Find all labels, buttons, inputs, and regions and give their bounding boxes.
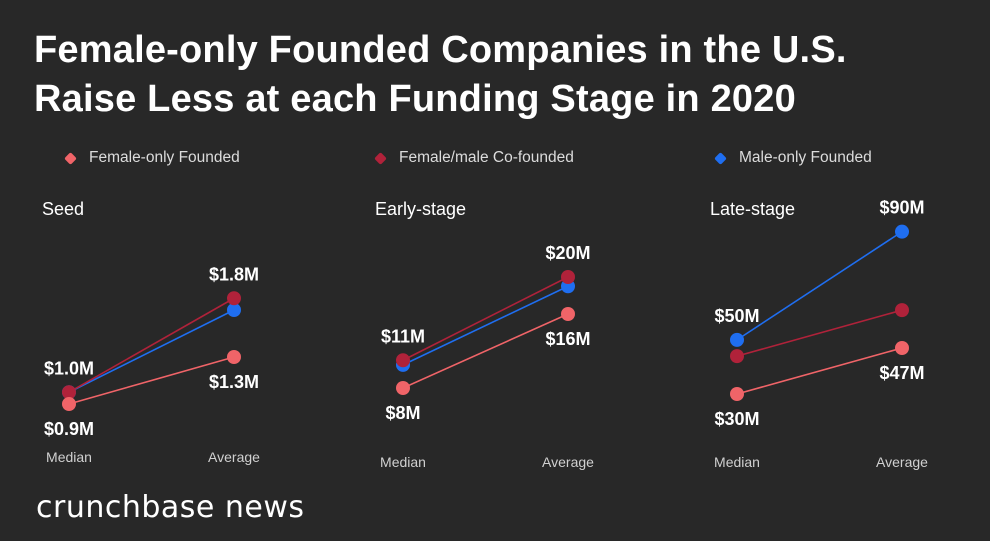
panel-title: Early-stage [375,199,466,219]
data-point [561,307,575,321]
data-label: $1.0M [44,358,94,378]
chart-title: Female-only Founded Companies in the U.S… [34,26,847,124]
category-label: Median [380,454,426,470]
data-point [730,387,744,401]
data-label: $47M [879,363,924,383]
legend-label-male-only: Male-only Founded [739,149,872,166]
category-label: Average [542,454,594,470]
title-line-1: Female-only Founded Companies in the U.S… [34,29,847,71]
data-label: $16M [545,329,590,349]
data-point [227,350,241,364]
data-label: $0.9M [44,419,94,439]
data-point [895,303,909,318]
series-line [402,313,569,389]
legend-label-female-only: Female-only Founded [89,149,240,166]
series-line [68,309,235,393]
series-line [736,309,903,357]
data-point [561,270,575,284]
crunchbase-news-logo: crunchbase news [36,490,305,525]
data-point [895,340,909,355]
series-line [402,285,569,366]
series-line [402,276,569,361]
panel-title: Seed [42,199,84,219]
data-label: $8M [385,403,420,423]
data-point [396,381,410,395]
data-point [227,303,241,317]
data-label: $11M [381,326,425,346]
legend-label-co-founded: Female/male Co-founded [399,149,574,166]
data-point [227,291,241,306]
title-line-2: Raise Less at each Funding Stage in 2020 [34,78,796,120]
data-point [396,353,410,368]
series-line [68,356,235,405]
panel-title: Late-stage [710,199,795,219]
series-line [736,347,903,395]
data-label: $30M [714,409,759,429]
data-label: $20M [545,243,590,263]
data-label: $50M [714,306,759,326]
data-point [62,397,76,411]
data-label: $1.3M [209,372,259,392]
data-point [895,224,909,239]
legend-item-co-founded: Female/male Co-founded [372,148,574,168]
data-point [730,332,744,347]
data-point [730,349,744,364]
data-point [62,385,76,400]
category-label: Average [208,449,260,465]
data-label: $90M [879,198,924,218]
series-line [68,297,235,393]
legend-item-male-only: Male-only Founded [712,148,872,168]
data-label: $1.8M [209,264,259,284]
legend-item-female-only: Female-only Founded [62,148,240,168]
category-label: Average [876,454,928,470]
series-line [736,230,903,341]
category-label: Median [714,454,760,470]
category-label: Median [46,449,92,465]
